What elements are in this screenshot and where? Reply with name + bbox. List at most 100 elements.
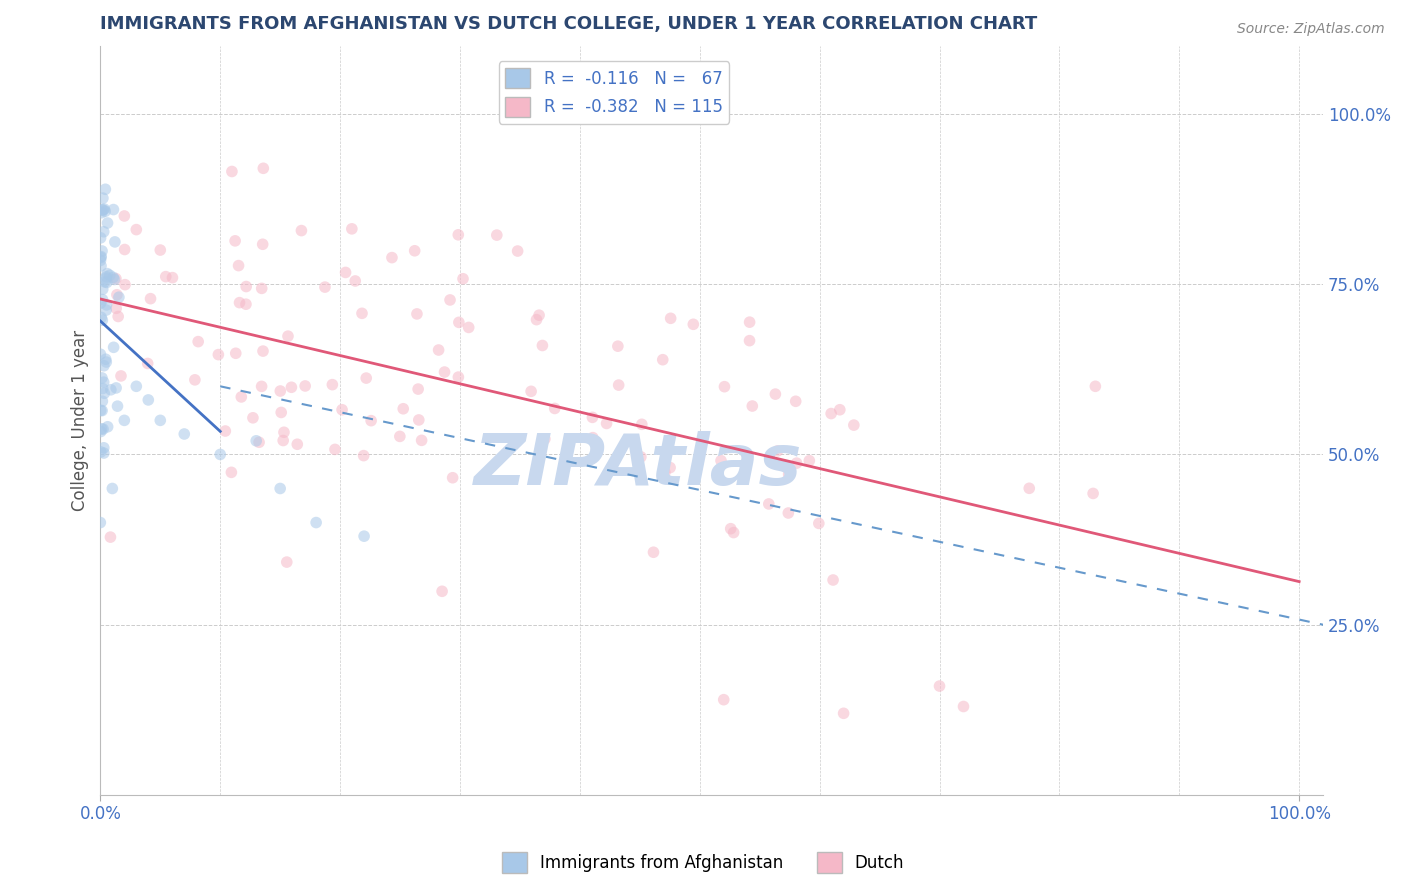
Point [224,234,246,248]
Point [105,301,128,316]
Point [823,573,845,587]
Point [247,435,270,450]
Point [314,280,336,294]
Point [93,225,115,239]
Point [447,370,470,384]
Point [392,401,415,416]
Point [388,429,411,443]
Point [651,352,673,367]
Point [406,307,429,321]
Point [738,334,761,348]
Point [280,380,302,394]
Point [94,352,117,367]
Point [91,202,114,217]
Point [136,392,159,407]
Point [820,407,842,421]
Point [323,442,346,457]
Point [1081,486,1104,500]
Point [447,315,470,329]
Point [433,365,456,379]
Point [105,381,128,395]
Point [96,355,118,369]
Point [581,410,603,425]
Point [91,371,114,385]
Point [270,405,292,419]
Point [91,394,114,409]
Point [90,445,112,459]
Point [252,161,274,176]
Point [273,425,295,440]
Point [93,446,115,460]
Point [758,497,780,511]
Point [94,182,117,196]
Point [534,432,557,446]
Point [90,259,112,273]
Point [527,308,550,322]
Point [155,269,177,284]
Point [544,401,567,416]
Point [101,482,124,496]
Point [582,431,605,445]
Point [778,506,800,520]
Point [250,281,273,295]
Point [162,270,184,285]
Point [643,545,665,559]
Point [221,466,243,480]
Point [90,253,112,268]
Point [90,251,112,265]
Y-axis label: College, Under 1 year: College, Under 1 year [72,330,89,511]
Point [110,368,132,383]
Point [763,387,786,401]
Point [252,344,274,359]
Point [439,293,461,307]
Point [408,413,430,427]
Point [723,525,745,540]
Point [97,419,120,434]
Point [344,274,367,288]
Point [105,287,128,301]
Point [271,434,294,448]
Point [221,164,243,178]
Point [766,443,789,458]
Point [290,224,312,238]
Point [91,293,114,307]
Point [91,422,114,436]
Point [149,243,172,257]
Point [350,306,373,320]
Point [360,414,382,428]
Point [209,447,232,461]
Point [112,209,135,223]
Point [321,377,343,392]
Point [269,482,291,496]
Point [659,460,682,475]
Point [713,379,735,393]
Point [90,231,112,245]
Point [630,450,652,464]
Point [91,382,114,396]
Point [526,312,548,326]
Point [330,402,353,417]
Text: Source: ZipAtlas.com: Source: ZipAtlas.com [1237,22,1385,37]
Point [103,272,125,286]
Point [457,320,479,334]
Point [294,379,316,393]
Point [353,529,375,543]
Point [91,202,114,217]
Point [520,384,543,399]
Point [96,267,118,281]
Point [277,329,299,343]
Point [245,434,267,448]
Point [91,244,114,258]
Point [90,403,112,417]
Point [828,402,851,417]
Point [93,441,115,455]
Point [654,466,676,480]
Point [90,425,112,439]
Point [250,379,273,393]
Point [235,279,257,293]
Point [630,417,652,432]
Point [96,276,118,290]
Point [738,315,761,329]
Point [114,243,136,257]
Point [778,467,800,482]
